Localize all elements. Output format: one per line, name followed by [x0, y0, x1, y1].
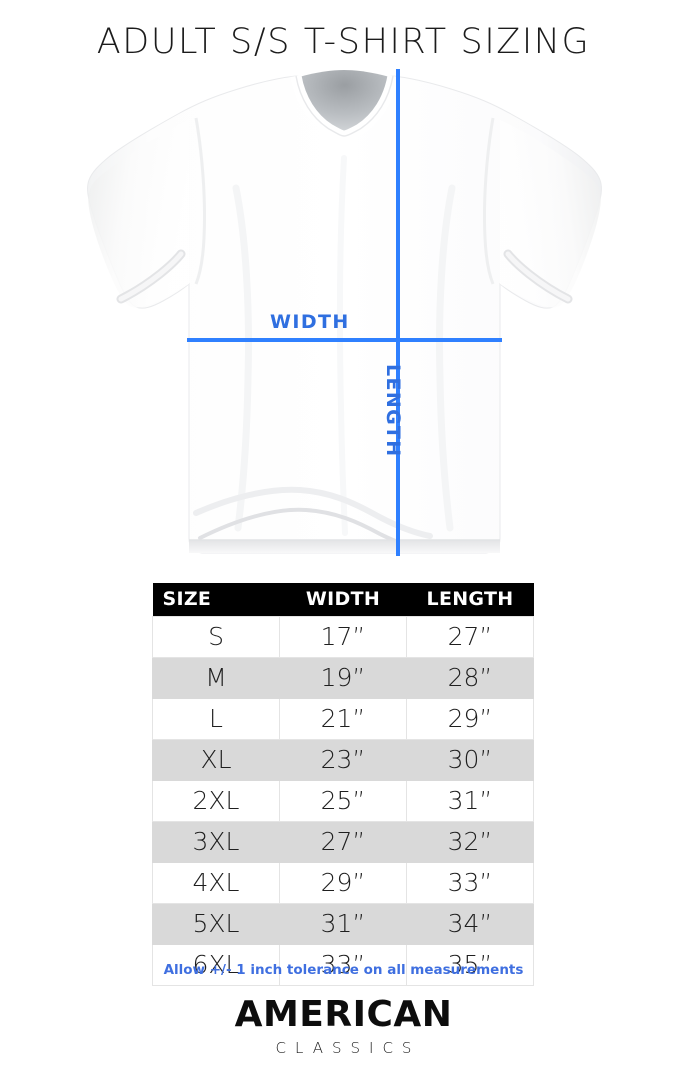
width-label: WIDTH — [270, 311, 350, 333]
column-header-length: LENGTH — [406, 583, 534, 616]
left-sleeve-hem-highlight — [118, 251, 184, 302]
table-row: L 21” 29” — [152, 697, 534, 740]
table-header-row: SIZE WIDTH LENGTH — [152, 583, 534, 616]
tshirt-diagram: WIDTH LENGTH — [0, 68, 687, 568]
cell-length: 34” — [406, 902, 534, 945]
cell-length: 32” — [406, 820, 534, 863]
cell-width: 25” — [279, 779, 407, 822]
table-row: 6XL 33” 35” — [152, 943, 534, 986]
left-armhole-seam — [194, 117, 207, 285]
cell-length: 35” — [406, 943, 534, 986]
brand-name-primary: AMERICAN — [234, 994, 453, 1035]
cell-width: 19” — [279, 656, 407, 699]
page-title: ADULT S/S T-SHIRT SIZING — [96, 22, 591, 62]
brand-name-secondary: CLASSICS — [275, 1038, 421, 1057]
length-label: LENGTH — [382, 364, 404, 458]
cell-size: S — [152, 615, 280, 658]
column-header-size: SIZE — [152, 583, 280, 616]
table-row: 2XL 25” 31” — [152, 779, 534, 822]
table-row: 5XL 31” 34” — [152, 902, 534, 945]
cell-width: 23” — [279, 738, 407, 781]
bottom-hem — [189, 540, 500, 553]
cell-length: 30” — [406, 738, 534, 781]
tolerance-note: Allow +/- 1 inch tolerance on all measur… — [163, 962, 524, 978]
cell-size: 4XL — [152, 861, 280, 904]
cell-width: 33” — [279, 943, 407, 986]
left-sleeve — [88, 120, 189, 308]
cell-size: 2XL — [152, 779, 280, 822]
tshirt-illustration — [87, 70, 602, 554]
cell-size: 3XL — [152, 820, 280, 863]
cell-length: 31” — [406, 779, 534, 822]
fold-right — [436, 184, 456, 532]
brand-logo: AMERICAN CLASSICS — [0, 996, 687, 1057]
right-sleeve — [500, 120, 601, 308]
collar-inner-shadow — [299, 70, 390, 131]
table-row: 3XL 27” 32” — [152, 820, 534, 863]
cell-size: XL — [152, 738, 280, 781]
cell-length: 27” — [406, 615, 534, 658]
size-chart-table: SIZE WIDTH LENGTH S 17” 27” M 19” 28” L … — [152, 583, 534, 986]
cell-size: M — [152, 656, 280, 699]
right-sleeve-hem-highlight — [505, 251, 571, 302]
table-row: M 19” 28” — [152, 656, 534, 699]
cell-size: 6XL — [152, 943, 280, 986]
length-measurement-line — [396, 69, 400, 556]
cell-width: 27” — [279, 820, 407, 863]
right-armhole-seam — [482, 117, 495, 285]
cell-length: 29” — [406, 697, 534, 740]
cell-width: 29” — [279, 861, 407, 904]
collar-rib-edge — [295, 75, 394, 137]
cell-width: 17” — [279, 615, 407, 658]
table-row: S 17” 27” — [152, 615, 534, 658]
cell-size: 5XL — [152, 902, 280, 945]
width-measurement-line — [187, 338, 502, 342]
cell-length: 28” — [406, 656, 534, 699]
cell-width: 31” — [279, 902, 407, 945]
column-header-width: WIDTH — [279, 583, 407, 616]
table-row: 4XL 29” 33” — [152, 861, 534, 904]
cell-length: 33” — [406, 861, 534, 904]
cell-size: L — [152, 697, 280, 740]
table-row: XL 23” 30” — [152, 738, 534, 781]
cell-width: 21” — [279, 697, 407, 740]
fold-left — [232, 184, 252, 532]
